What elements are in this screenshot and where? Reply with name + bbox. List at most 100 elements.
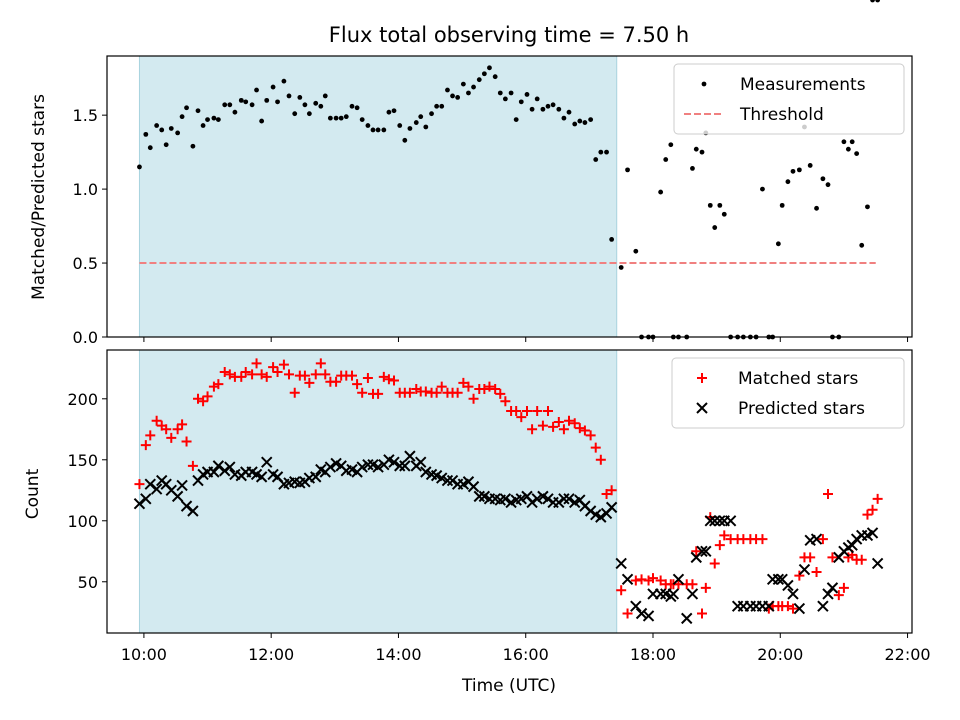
measurements-point [593,157,599,162]
matched-stars-point [219,366,230,377]
matched-stars-point [601,488,612,499]
measurements-point [841,139,847,145]
measurements-point [205,117,210,122]
measurements-point [545,103,551,109]
matched-stars-point [134,479,145,490]
measurements-point [690,166,695,171]
matched-stars-point [495,388,506,399]
measurements-point [604,149,609,155]
predicted-stars-point [356,461,368,473]
predicted-stars-point [866,527,879,539]
predicted-stars-point [420,466,432,478]
predicted-stars-point [810,533,823,545]
measurements-point [407,126,413,131]
matched-stars-point [161,424,172,435]
predicted-stars-point [621,573,634,586]
measurements-point [845,146,851,152]
legend-swatch-matched-stars [697,373,707,383]
measurements-point [492,74,498,80]
predicted-stars-point [654,588,667,600]
measurements-point [540,106,546,112]
measurements-point [318,103,324,109]
matched-stars-point [655,575,666,586]
predicted-stars-point [362,458,374,471]
predicted-stars-point [180,500,193,512]
predicted-stars-point [700,545,712,557]
y-tick-label: 150 [67,451,98,470]
matched-stars-point [315,358,326,369]
predicted-stars-point [681,612,693,625]
matched-stars-point [357,387,368,398]
matched-stars-point [431,387,442,398]
measurements-point [397,123,403,128]
predicted-stars-point [672,573,685,586]
matched-stars-point [347,370,357,381]
predicted-stars-point [709,515,721,527]
predicted-stars-point [436,472,448,484]
measurements-point [609,236,615,242]
predicted-stars-point [176,479,188,492]
matched-stars-point [420,386,431,397]
measurements-point [717,202,723,208]
matched-stars-point [213,379,224,390]
measurements-point [633,248,639,254]
predicted-stars-point [763,600,775,612]
predicted-stars-point [584,505,597,517]
measurements-point [232,109,238,115]
x-tick-label: 18:00 [630,645,676,664]
measurements-point [875,0,881,3]
measurements-point [391,108,397,114]
matched-stars-point [700,582,711,593]
measurements-point [249,102,255,108]
matched-stars-point [805,552,816,563]
predicted-stars-point [704,515,716,527]
predicted-stars-point [615,557,627,570]
measurements-point [534,96,540,102]
ratio-x-ticks [143,337,909,342]
predicted-stars-point [372,461,384,473]
matched-stars-point [537,420,548,431]
measurements-point [693,146,699,152]
observing-window-shade [138,55,618,338]
measurements-point [625,167,630,173]
matched-stars-point [532,405,543,416]
measurements-point [286,93,292,99]
measurements-point [327,115,333,121]
count-x-ticks: 10:00 12:00 14:00 16:00 18:00 20:00 22:00 [121,633,931,664]
matched-stars-point [383,374,394,385]
measurements-point [572,121,578,127]
matched-stars-point [543,405,553,416]
predicted-stars-point [850,533,863,545]
measurements-point [487,65,492,71]
count-legend: Matched stars Predicted stars [671,357,905,429]
measurements-point [466,90,471,96]
matched-stars-point [490,384,501,395]
legend-label-measurements: Measurements [740,75,866,95]
matched-stars-point [579,425,590,436]
measurements-point [618,265,624,270]
ratio-legend: Measurements Threshold [673,63,905,135]
matched-stars-point [590,442,601,453]
matched-stars-point [247,369,258,380]
predicted-stars-point [826,582,839,594]
predicted-stars-point [415,456,427,468]
measurements-point [785,179,791,185]
y-tick-label: 1.0 [73,180,98,199]
legend-box [671,357,905,429]
measurements-point [476,77,482,83]
matched-stars-point [595,454,606,465]
measurements-point [147,145,153,151]
matched-stars-point [436,381,447,392]
predicted-stars-point [605,501,618,514]
matched-stars-point [709,558,720,569]
predicted-stars-point [595,511,607,523]
measurements-point [168,126,174,131]
matched-stars-point [261,371,272,382]
matched-stars-point [558,424,569,435]
matched-stars-point [310,369,321,380]
measurements-point [513,117,519,122]
predicted-stars-point [150,483,163,495]
matched-stars-point [527,424,538,435]
predicted-stars-point [140,493,152,505]
